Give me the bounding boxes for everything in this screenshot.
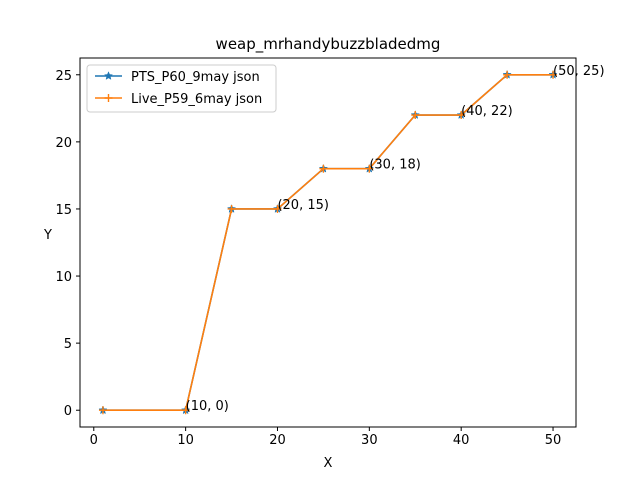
x-axis-label: X	[324, 456, 333, 471]
series-2-point	[365, 164, 374, 173]
legend: PTS_P60_9may json Live_P59_6may json	[86, 64, 277, 113]
chart-title: weap_mrhandybuzzbladedmg	[216, 35, 441, 54]
data-annotation: (20, 15)	[277, 198, 329, 213]
y-axis-label: Y	[43, 228, 52, 243]
x-tick-label: 30	[361, 433, 378, 448]
y-tick-label: 15	[55, 203, 72, 218]
x-tick-label: 20	[269, 433, 286, 448]
series-2-point	[319, 164, 328, 173]
legend-label: PTS_P60_9may json	[131, 70, 260, 85]
axes-frame	[79, 57, 577, 428]
x-tick-label: 40	[453, 433, 470, 448]
legend-marker-2	[104, 94, 113, 102]
x-axis: 0 10 20 30 40 50	[90, 427, 562, 448]
legend-marker-1	[103, 71, 114, 80]
legend-label: Live_P59_6may json	[131, 92, 262, 107]
y-tick-label: 5	[64, 337, 72, 352]
x-tick-label: 50	[545, 433, 562, 448]
series-2-point	[227, 204, 236, 213]
series-2-point	[457, 111, 466, 120]
series-line-2	[102, 73, 554, 412]
series-2-point	[98, 406, 107, 415]
data-annotation: (30, 18)	[369, 158, 421, 173]
y-tick-label: 10	[55, 270, 72, 285]
y-tick-label: 20	[55, 136, 72, 151]
series-2-point	[503, 70, 512, 79]
x-tick-label: 0	[90, 433, 98, 448]
y-axis: 0 5 10 15 20 25	[55, 69, 80, 419]
series-2-point	[549, 70, 558, 79]
x-tick-label: 10	[177, 433, 194, 448]
legend-box	[86, 64, 277, 113]
annotations: (10, 0) (20, 15) (30, 18) (40, 22) (50, 25)	[186, 64, 605, 414]
data-annotation: (50, 25)	[553, 64, 605, 79]
y-tick-label: 25	[55, 69, 72, 84]
y-tick-label: 0	[64, 404, 72, 419]
plot-area	[98, 69, 558, 415]
series-2-point	[181, 406, 190, 415]
data-annotation: (40, 22)	[461, 104, 513, 119]
series-2-point	[273, 204, 282, 213]
series-2-point	[411, 111, 420, 120]
data-annotation: (10, 0)	[186, 399, 229, 414]
